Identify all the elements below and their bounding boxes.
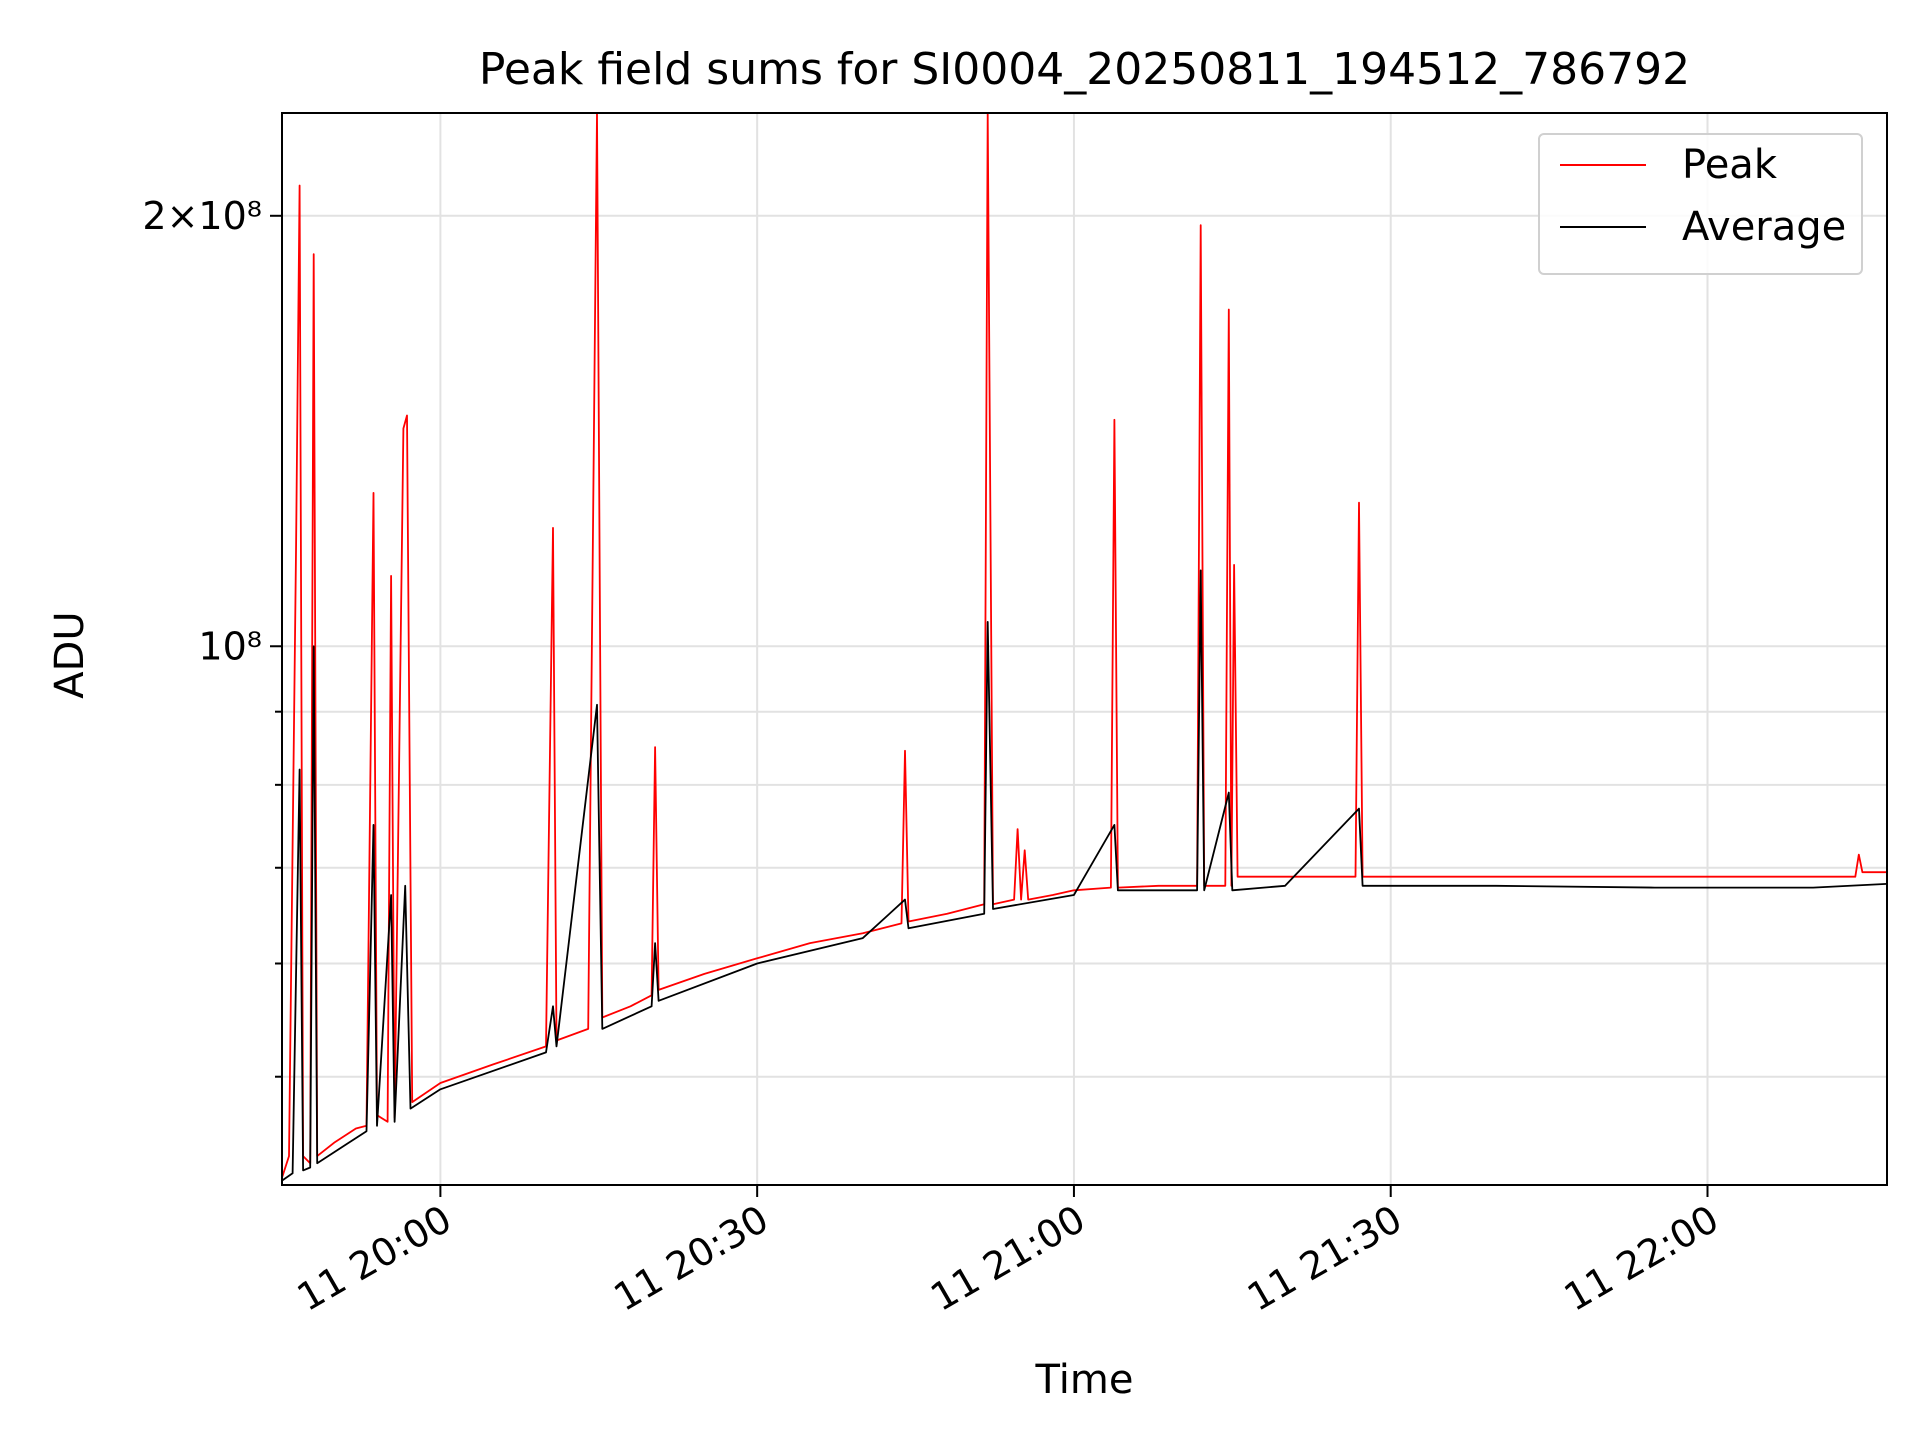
legend-label-average: Average <box>1682 204 1847 250</box>
x-tick-label: 11 20:00 <box>290 1197 459 1320</box>
legend-item-average: Average <box>1560 204 1847 250</box>
x-tick-label: 11 20:30 <box>606 1197 775 1320</box>
series-line-average <box>281 569 1888 1182</box>
y-tick-label: 2×10⁸ <box>142 194 262 238</box>
legend-label-peak: Peak <box>1682 142 1777 188</box>
tick-layer: 2×10⁸ 10⁸ 11 20:00 11 20:30 11 21:00 11 21:30… <box>142 194 1726 1320</box>
y-tick-label: 10⁸ <box>198 624 262 668</box>
x-tick-label: 11 22:00 <box>1557 1197 1726 1320</box>
y-axis-label: ADU <box>47 611 93 699</box>
series-layer <box>281 112 1888 1182</box>
legend-swatch-peak <box>1560 164 1646 166</box>
x-tick-label: 11 21:30 <box>1240 1197 1409 1320</box>
x-axis-label: Time <box>1035 1357 1134 1403</box>
chart-title: Peak field sums for SI0004_20250811_1945… <box>478 44 1691 95</box>
legend: Peak Average <box>1538 133 1863 275</box>
x-tick-label: 11 21:00 <box>923 1197 1092 1320</box>
legend-swatch-average <box>1560 226 1646 228</box>
plot-frame <box>281 112 1888 1186</box>
grid-layer <box>282 113 1887 1185</box>
legend-item-peak: Peak <box>1560 142 1777 188</box>
